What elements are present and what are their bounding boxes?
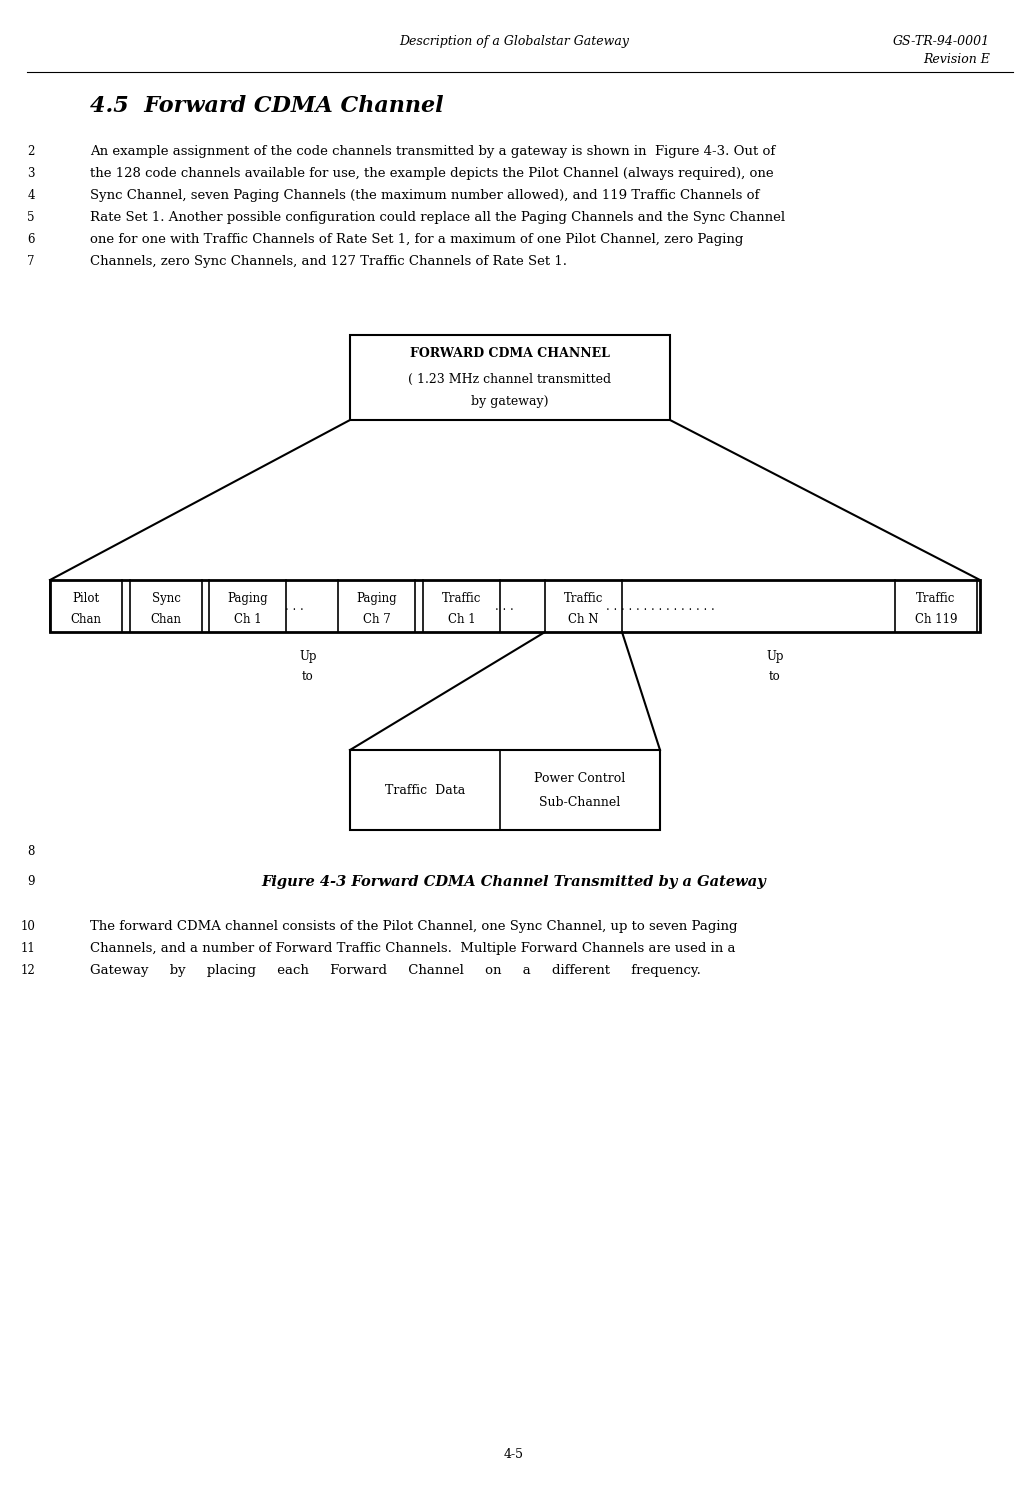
Text: Ch 1: Ch 1: [233, 613, 261, 626]
Text: An example assignment of the code channels transmitted by a gateway is shown in : An example assignment of the code channe…: [90, 145, 775, 158]
Text: Power Control: Power Control: [535, 771, 626, 784]
Text: Figure 4-3 Forward CDMA Channel Transmitted by a Gateway: Figure 4-3 Forward CDMA Channel Transmit…: [261, 875, 767, 889]
Text: GS-TR-94-0001: GS-TR-94-0001: [893, 34, 990, 48]
Bar: [350, 335, 670, 420]
Text: Ch N: Ch N: [568, 613, 598, 626]
Text: Channels, zero Sync Channels, and 127 Traffic Channels of Rate Set 1.: Channels, zero Sync Channels, and 127 Tr…: [90, 255, 567, 268]
Text: FORWARD CDMA CHANNEL: FORWARD CDMA CHANNEL: [410, 347, 610, 359]
Text: . . .: . . .: [285, 599, 303, 613]
Text: by gateway): by gateway): [471, 395, 549, 409]
Bar: [50, 580, 980, 632]
Text: 6: 6: [28, 233, 35, 246]
Text: 4.5  Forward CDMA Channel: 4.5 Forward CDMA Channel: [90, 95, 444, 116]
Text: Channels, and a number of Forward Traffic Channels.  Multiple Forward Channels a: Channels, and a number of Forward Traffi…: [90, 942, 735, 956]
Text: 2: 2: [28, 145, 35, 158]
Text: Gateway     by     placing     each     Forward     Channel     on     a     dif: Gateway by placing each Forward Channel …: [90, 965, 701, 977]
Text: Paging: Paging: [227, 592, 268, 605]
Text: ( 1.23 MHz channel transmitted: ( 1.23 MHz channel transmitted: [408, 373, 612, 386]
Text: Traffic: Traffic: [442, 592, 481, 605]
Text: Up: Up: [299, 650, 317, 663]
Text: Traffic: Traffic: [563, 592, 603, 605]
Text: 7: 7: [28, 255, 35, 268]
Text: Ch 119: Ch 119: [915, 613, 957, 626]
Text: Rate Set 1. Another possible configuration could replace all the Paging Channels: Rate Set 1. Another possible configurati…: [90, 212, 785, 224]
Text: Sub-Channel: Sub-Channel: [540, 796, 621, 808]
Text: Up: Up: [766, 650, 783, 663]
Text: 10: 10: [21, 920, 35, 933]
Text: Traffic  Data: Traffic Data: [384, 783, 465, 796]
Text: 4: 4: [28, 189, 35, 201]
Text: Ch 7: Ch 7: [363, 613, 391, 626]
Text: Ch 1: Ch 1: [447, 613, 475, 626]
Text: Chan: Chan: [71, 613, 102, 626]
Text: . . . . . . . . . . . . . . .: . . . . . . . . . . . . . . .: [605, 599, 714, 613]
Text: 9: 9: [28, 875, 35, 889]
Text: Chan: Chan: [150, 613, 182, 626]
Text: 3: 3: [28, 167, 35, 180]
Text: 8: 8: [28, 845, 35, 857]
Text: Revision E: Revision E: [923, 54, 990, 66]
Text: 5: 5: [28, 212, 35, 224]
Text: one for one with Traffic Channels of Rate Set 1, for a maximum of one Pilot Chan: one for one with Traffic Channels of Rat…: [90, 233, 743, 246]
Text: Sync: Sync: [151, 592, 181, 605]
Text: The forward CDMA channel consists of the Pilot Channel, one Sync Channel, up to : The forward CDMA channel consists of the…: [90, 920, 737, 933]
Text: to: to: [769, 669, 781, 683]
Text: 12: 12: [21, 965, 35, 977]
Text: Traffic: Traffic: [916, 592, 956, 605]
Text: Sync Channel, seven Paging Channels (the maximum number allowed), and 119 Traffi: Sync Channel, seven Paging Channels (the…: [90, 189, 760, 201]
Text: Pilot: Pilot: [72, 592, 100, 605]
Text: 4-5: 4-5: [504, 1448, 524, 1461]
Bar: [350, 750, 660, 830]
Text: Description of a Globalstar Gateway: Description of a Globalstar Gateway: [399, 34, 629, 48]
Text: the 128 code channels available for use, the example depicts the Pilot Channel (: the 128 code channels available for use,…: [90, 167, 774, 180]
Text: Paging: Paging: [356, 592, 397, 605]
Text: . . .: . . .: [494, 599, 513, 613]
Text: 11: 11: [21, 942, 35, 956]
Text: to: to: [302, 669, 314, 683]
